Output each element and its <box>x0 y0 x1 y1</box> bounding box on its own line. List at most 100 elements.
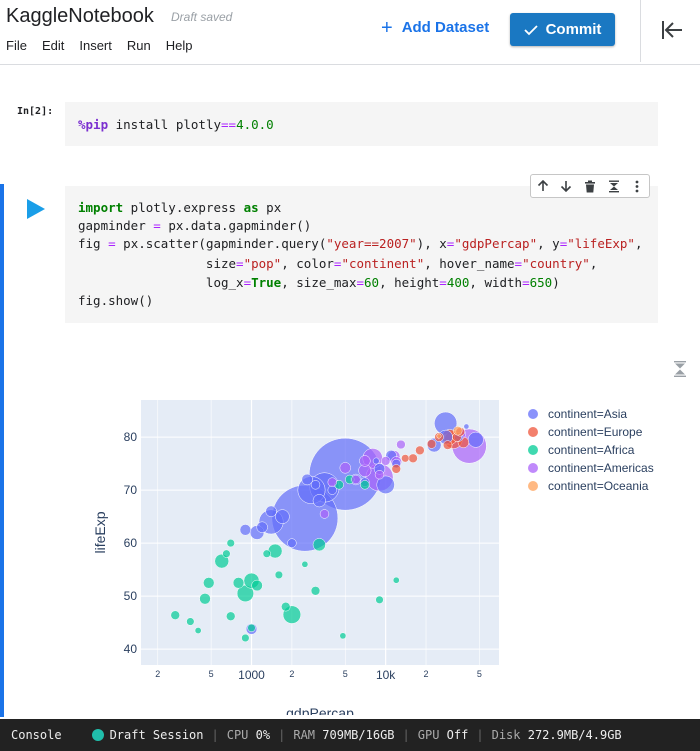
code-line: import plotly.express as px <box>78 200 282 215</box>
save-status: Draft saved <box>171 10 233 24</box>
data-point[interactable] <box>267 543 283 559</box>
data-point[interactable] <box>239 524 252 536</box>
code-cell-pip[interactable]: %pip install plotly==4.0.0 <box>65 102 658 146</box>
plot-legend: continent=Asia continent=Europe continent=… <box>520 400 658 500</box>
move-up-icon[interactable] <box>531 175 555 197</box>
data-point[interactable] <box>186 617 195 626</box>
code-cell-scatter[interactable]: import plotly.express as px gapminder = … <box>65 186 658 323</box>
data-point[interactable] <box>262 549 271 558</box>
data-point[interactable] <box>265 505 277 517</box>
scatter-plot[interactable]: 2 5 1000 2 5 10k 2 5 40 50 60 70 80 gdpPercap lifeExp <box>85 380 660 715</box>
legend-marker <box>528 463 538 473</box>
menu-run[interactable]: Run <box>126 38 151 53</box>
legend-item[interactable]: continent=Oceania <box>528 479 648 493</box>
data-point[interactable] <box>256 521 268 533</box>
data-point[interactable] <box>339 462 351 474</box>
legend-item[interactable]: continent=Asia <box>528 407 627 421</box>
data-point[interactable] <box>415 445 425 456</box>
legend-marker <box>528 409 538 419</box>
data-point[interactable] <box>251 579 263 592</box>
data-point[interactable] <box>247 623 256 632</box>
data-point[interactable] <box>241 633 250 643</box>
data-point[interactable] <box>339 632 347 640</box>
divider: | <box>278 728 286 742</box>
data-point[interactable] <box>376 475 395 494</box>
data-point[interactable] <box>226 539 235 548</box>
data-point[interactable] <box>275 509 290 524</box>
check-icon <box>523 24 538 35</box>
data-point[interactable] <box>360 480 370 490</box>
data-point[interactable] <box>463 423 470 430</box>
code-line: log_x=True, size_max=60, height=400, wid… <box>78 275 560 290</box>
data-point[interactable] <box>442 440 453 450</box>
commit-button[interactable]: Commit <box>510 13 615 46</box>
notebook-title[interactable]: KaggleNotebook <box>6 5 154 27</box>
plus-icon: + <box>381 16 393 39</box>
menu-insert[interactable]: Insert <box>79 38 112 53</box>
session-status[interactable]: Draft Session <box>91 728 204 742</box>
data-point[interactable] <box>408 453 418 463</box>
delete-icon[interactable] <box>578 175 602 197</box>
legend-label: continent=Europe <box>548 425 643 439</box>
menu-bar: File Edit Insert Run Help <box>6 38 207 53</box>
data-point[interactable] <box>312 538 326 552</box>
ram-value: 709MB/16GB <box>322 728 395 742</box>
data-point[interactable] <box>327 477 337 487</box>
data-point[interactable] <box>199 593 211 605</box>
active-cell-indicator <box>0 184 4 717</box>
data-point[interactable] <box>274 570 283 579</box>
data-point[interactable] <box>281 602 291 612</box>
data-point[interactable] <box>375 595 384 604</box>
menu-help[interactable]: Help <box>165 38 193 53</box>
data-point[interactable] <box>170 610 180 620</box>
y-tick-label: 40 <box>124 642 138 656</box>
data-point[interactable] <box>351 474 361 485</box>
more-icon[interactable] <box>625 175 649 197</box>
console-toggle[interactable]: Console <box>11 728 62 742</box>
x-axis-title: gdpPercap <box>286 705 354 715</box>
data-point[interactable] <box>301 560 309 568</box>
collapse-panel-icon[interactable] <box>660 18 684 47</box>
legend-item[interactable]: continent=Africa <box>528 443 634 457</box>
output-collapse-icon[interactable] <box>674 361 686 382</box>
data-point[interactable] <box>426 439 437 449</box>
add-dataset-button[interactable]: + Add Dataset <box>381 16 489 39</box>
data-point[interactable] <box>359 455 371 467</box>
data-point[interactable] <box>319 509 330 519</box>
move-down-icon[interactable] <box>555 175 579 197</box>
data-point[interactable] <box>396 439 406 450</box>
data-point[interactable] <box>312 494 326 508</box>
legend-label: continent=Americas <box>548 461 654 475</box>
data-point[interactable] <box>310 480 321 490</box>
legend-item[interactable]: continent=Americas <box>528 461 654 475</box>
run-cell-icon[interactable] <box>25 198 47 225</box>
data-point[interactable] <box>287 538 297 548</box>
data-point[interactable] <box>310 586 321 596</box>
menu-file[interactable]: File <box>6 38 27 53</box>
data-point[interactable] <box>194 627 202 634</box>
y-tick-label: 70 <box>124 483 138 497</box>
data-point[interactable] <box>372 457 380 465</box>
x-tick-label: 2 <box>155 669 160 679</box>
legend-item[interactable]: continent=Europe <box>528 425 642 439</box>
data-point[interactable] <box>374 470 385 480</box>
data-point[interactable] <box>222 549 231 558</box>
data-point[interactable] <box>226 611 236 621</box>
scatter-points <box>170 411 487 643</box>
data-point[interactable] <box>467 431 484 448</box>
data-point[interactable] <box>232 577 245 589</box>
data-point[interactable] <box>391 464 401 474</box>
collapse-icon[interactable] <box>602 175 626 197</box>
menu-edit[interactable]: Edit <box>41 38 65 53</box>
data-point[interactable] <box>392 576 400 584</box>
y-tick-label: 80 <box>124 430 138 444</box>
data-point[interactable] <box>401 454 410 463</box>
y-tick-label: 50 <box>124 589 138 603</box>
data-point[interactable] <box>203 577 215 589</box>
data-point[interactable] <box>453 426 463 436</box>
code-line: size="pop", color="continent", hover_nam… <box>78 256 598 271</box>
data-point[interactable] <box>380 456 391 466</box>
data-point[interactable] <box>436 433 442 439</box>
data-point[interactable] <box>301 473 313 486</box>
status-bar: Console Draft Session | CPU 0% | RAM 709… <box>0 719 700 751</box>
